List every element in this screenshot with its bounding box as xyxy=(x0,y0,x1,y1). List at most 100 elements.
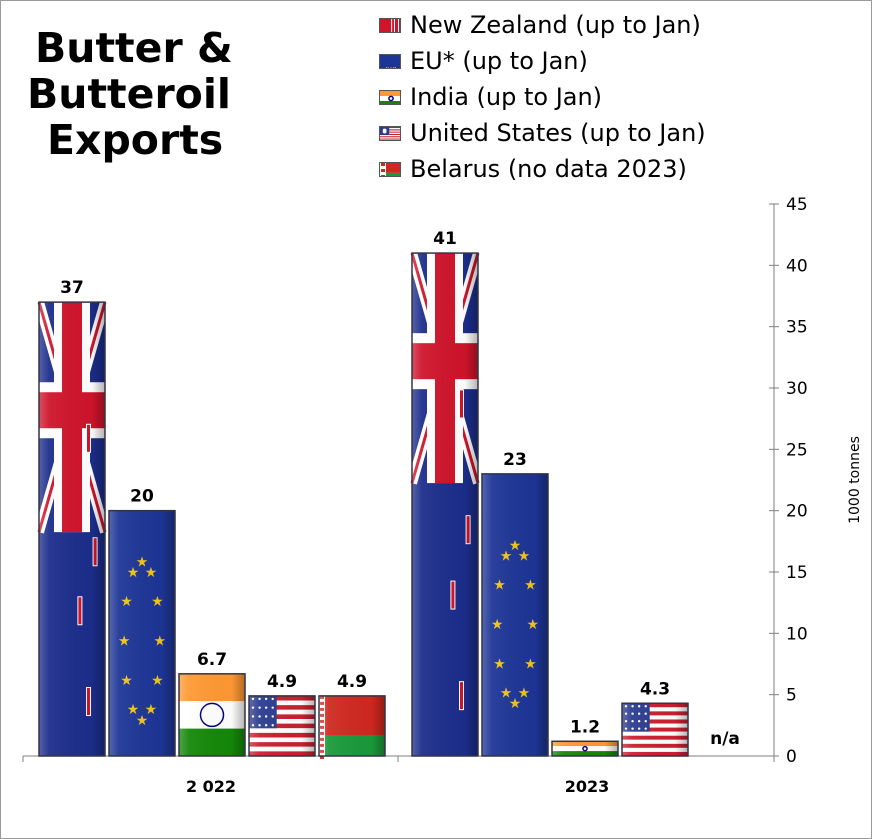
eu-star: ★ xyxy=(381,65,394,69)
flag-band-green xyxy=(380,172,400,176)
eu-star: ★ xyxy=(382,65,395,69)
eu-star: ★ xyxy=(387,65,400,69)
legend-item: India (up to Jan) xyxy=(379,79,706,115)
bar xyxy=(34,300,110,757)
y-tick-label: 5 xyxy=(786,686,797,706)
bar-bevel xyxy=(622,703,688,756)
legend-swatch-flag xyxy=(380,90,400,104)
bar xyxy=(178,673,246,757)
flag-stripe xyxy=(380,126,400,128)
bar xyxy=(318,695,386,759)
eu-star: ★ xyxy=(381,65,394,69)
bar-bevel xyxy=(412,253,478,757)
bar-bevel xyxy=(552,741,618,756)
bar-bevel xyxy=(482,473,548,756)
y-tick-label: 35 xyxy=(786,318,808,338)
data-label: 4.3 xyxy=(640,679,670,699)
bar xyxy=(551,740,619,757)
data-label: 6.7 xyxy=(197,650,227,670)
data-label: 41 xyxy=(433,229,457,249)
title-line-1: Butter & xyxy=(35,24,233,72)
bar xyxy=(407,251,483,757)
legend-item: United States (up to Jan) xyxy=(379,115,706,151)
flag-stripe xyxy=(380,139,400,140)
legend-swatch: ★★★★★★★★★★★★ xyxy=(379,53,401,69)
legend-swatch xyxy=(379,161,401,177)
y-tick-label: 25 xyxy=(786,440,808,460)
flag-stripe xyxy=(380,135,400,137)
bar-outline xyxy=(38,301,106,757)
bar-bevel xyxy=(319,695,385,756)
flag-band-white xyxy=(380,95,400,101)
legend-swatch-flag: ★★★★★★★★★★★★ xyxy=(380,54,401,69)
legend-label: Belarus (no data 2023) xyxy=(410,155,687,183)
flag-stripe xyxy=(380,132,400,134)
flag-band-red xyxy=(380,162,400,173)
y-axis-title: 1000 tonnes xyxy=(847,436,863,524)
eu-star: ★ xyxy=(387,65,400,69)
bar xyxy=(248,695,316,757)
flag-stripe xyxy=(380,136,400,139)
legend-swatch xyxy=(379,89,401,105)
flag-ornament-pattern xyxy=(381,168,385,172)
bar-outline xyxy=(481,473,549,757)
eu-star: ★ xyxy=(389,65,401,69)
legend-label: India (up to Jan) xyxy=(410,83,603,111)
legend-swatch xyxy=(379,125,401,141)
legend-item: New Zealand (up to Jan) xyxy=(379,7,706,43)
flag-star xyxy=(384,130,387,133)
eu-star: ★ xyxy=(380,65,393,69)
eu-star: ★ xyxy=(389,65,401,69)
bar-outline xyxy=(551,740,619,757)
bar: ★★★★★★★★★★★★ xyxy=(481,473,549,757)
flag-stripe xyxy=(380,131,400,133)
data-label: 1.2 xyxy=(570,717,600,737)
ashoka-chakra xyxy=(388,95,394,101)
flag-stripe xyxy=(380,133,400,135)
legend-label: United States (up to Jan) xyxy=(410,119,706,147)
y-tick-label: 0 xyxy=(786,747,797,767)
legend-swatch-flag xyxy=(380,162,400,176)
legend-swatch-flag xyxy=(380,126,400,140)
eu-star: ★ xyxy=(382,65,395,69)
title-line-2: Butteroil xyxy=(27,70,231,118)
data-label: 4.9 xyxy=(267,672,297,692)
eu-star: ★ xyxy=(385,65,398,69)
y-tick-label: 30 xyxy=(786,379,808,399)
bar-outline xyxy=(411,252,479,757)
bar-bevel xyxy=(39,302,105,756)
title-line-3: Exports xyxy=(47,116,224,164)
eu-star: ★ xyxy=(385,65,398,69)
bar-outline xyxy=(248,695,316,757)
flag-stripe xyxy=(380,127,400,129)
data-label: 23 xyxy=(503,450,527,470)
flag-ornament-pattern xyxy=(320,755,324,759)
x-category-label: 2 022 xyxy=(186,777,236,796)
bar-outline xyxy=(178,673,246,757)
flag-band-saffron xyxy=(380,90,400,96)
data-label: 20 xyxy=(130,487,154,507)
bar xyxy=(621,702,689,757)
eu-star: ★ xyxy=(389,65,401,69)
flag-ornament-pattern xyxy=(381,162,385,166)
bar-outline xyxy=(318,695,386,757)
x-category-label: 2023 xyxy=(565,777,610,796)
y-tick-label: 45 xyxy=(786,195,808,215)
flag-stripe xyxy=(380,129,400,132)
y-tick-label: 10 xyxy=(786,624,808,644)
bar-bevel xyxy=(179,673,245,756)
southern-cross-star xyxy=(394,18,399,32)
bar: ★★★★★★★★★★★★ xyxy=(108,509,176,757)
data-label: 37 xyxy=(60,278,84,298)
legend-swatch-flag xyxy=(380,18,400,32)
y-tick-label: 40 xyxy=(786,256,808,276)
bar-outline xyxy=(621,702,689,757)
bar-bevel xyxy=(249,695,315,756)
legend-swatch xyxy=(379,17,401,33)
chart-legend: New Zealand (up to Jan) ★★★★★★★★★★★★ EU* (… xyxy=(379,7,706,187)
bar-fill xyxy=(380,54,400,68)
legend-label: New Zealand (up to Jan) xyxy=(410,11,701,39)
legend-item: ★★★★★★★★★★★★ EU* (up to Jan) xyxy=(379,43,706,79)
